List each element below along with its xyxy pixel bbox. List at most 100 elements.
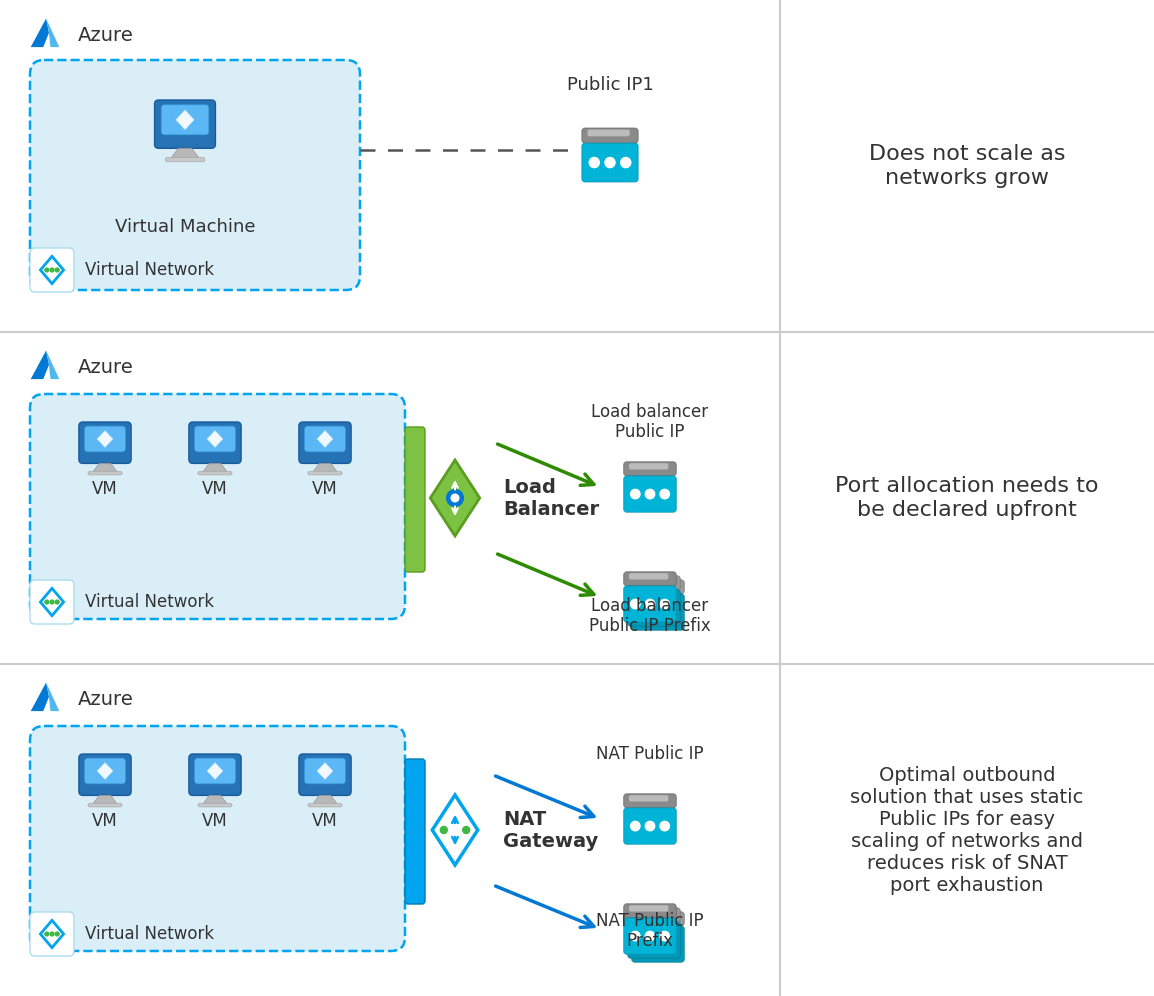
Text: VM: VM (92, 480, 118, 498)
Polygon shape (175, 111, 194, 129)
Polygon shape (430, 460, 480, 536)
Polygon shape (203, 796, 226, 804)
FancyBboxPatch shape (624, 794, 676, 808)
Circle shape (55, 932, 59, 936)
FancyBboxPatch shape (305, 426, 345, 452)
FancyBboxPatch shape (629, 463, 668, 469)
FancyBboxPatch shape (629, 905, 668, 911)
Polygon shape (317, 763, 332, 779)
Polygon shape (97, 763, 113, 779)
FancyBboxPatch shape (629, 574, 668, 580)
Polygon shape (171, 148, 198, 157)
FancyBboxPatch shape (84, 758, 126, 784)
Circle shape (441, 827, 448, 834)
Text: VM: VM (202, 812, 227, 830)
FancyBboxPatch shape (631, 580, 684, 594)
Text: Optimal outbound
solution that uses static
Public IPs for easy
scaling of networ: Optimal outbound solution that uses stat… (850, 766, 1084, 894)
FancyBboxPatch shape (631, 594, 684, 630)
Circle shape (660, 822, 669, 831)
Polygon shape (46, 351, 59, 379)
Circle shape (630, 822, 640, 831)
FancyBboxPatch shape (308, 804, 342, 807)
Circle shape (50, 601, 54, 604)
FancyBboxPatch shape (624, 572, 676, 586)
Circle shape (645, 822, 654, 831)
FancyBboxPatch shape (629, 795, 668, 802)
FancyBboxPatch shape (624, 903, 676, 918)
FancyBboxPatch shape (88, 471, 122, 475)
Circle shape (630, 489, 640, 499)
FancyBboxPatch shape (30, 394, 405, 619)
Text: VM: VM (92, 812, 118, 830)
FancyBboxPatch shape (189, 754, 241, 796)
Text: Virtual Network: Virtual Network (85, 261, 215, 279)
Circle shape (463, 827, 470, 834)
FancyBboxPatch shape (624, 462, 676, 476)
FancyBboxPatch shape (162, 105, 209, 134)
Text: Azure: Azure (78, 689, 134, 708)
Polygon shape (317, 430, 332, 447)
FancyBboxPatch shape (405, 427, 425, 572)
Circle shape (50, 268, 54, 272)
FancyBboxPatch shape (195, 758, 235, 784)
FancyBboxPatch shape (195, 426, 235, 452)
Polygon shape (31, 19, 48, 47)
FancyBboxPatch shape (628, 907, 680, 922)
Circle shape (447, 490, 464, 506)
FancyBboxPatch shape (198, 804, 232, 807)
FancyBboxPatch shape (628, 576, 680, 590)
FancyBboxPatch shape (165, 157, 204, 161)
FancyBboxPatch shape (84, 426, 126, 452)
Text: NAT Public IP: NAT Public IP (597, 745, 704, 763)
Circle shape (45, 932, 48, 936)
Circle shape (621, 157, 631, 167)
Polygon shape (208, 430, 223, 447)
Circle shape (645, 600, 654, 609)
FancyBboxPatch shape (631, 911, 684, 926)
Circle shape (660, 489, 669, 499)
Circle shape (605, 157, 615, 167)
Circle shape (55, 601, 59, 604)
Polygon shape (93, 796, 117, 804)
FancyBboxPatch shape (198, 471, 232, 475)
Text: Azure: Azure (78, 358, 134, 376)
FancyBboxPatch shape (624, 586, 676, 622)
FancyBboxPatch shape (30, 912, 74, 956)
FancyBboxPatch shape (189, 422, 241, 463)
FancyBboxPatch shape (405, 759, 425, 904)
FancyBboxPatch shape (30, 726, 405, 951)
Text: Virtual Network: Virtual Network (85, 925, 215, 943)
Text: Virtual Machine: Virtual Machine (114, 218, 255, 236)
Circle shape (590, 157, 599, 167)
Polygon shape (46, 19, 59, 47)
Text: Port allocation needs to
be declared upfront: Port allocation needs to be declared upf… (835, 476, 1099, 520)
Text: Virtual Network: Virtual Network (85, 593, 215, 611)
Text: Public IP1: Public IP1 (567, 76, 653, 94)
FancyBboxPatch shape (155, 100, 216, 148)
Circle shape (50, 932, 54, 936)
Polygon shape (208, 763, 223, 779)
FancyBboxPatch shape (78, 754, 132, 796)
FancyBboxPatch shape (587, 129, 630, 136)
Circle shape (630, 600, 640, 609)
Circle shape (55, 268, 59, 272)
FancyBboxPatch shape (305, 758, 345, 784)
Polygon shape (313, 796, 337, 804)
Text: VM: VM (202, 480, 227, 498)
Circle shape (45, 601, 48, 604)
FancyBboxPatch shape (624, 476, 676, 512)
Text: Load balancer
Public IP Prefix: Load balancer Public IP Prefix (590, 597, 711, 635)
FancyBboxPatch shape (582, 143, 638, 182)
FancyBboxPatch shape (30, 60, 360, 290)
FancyBboxPatch shape (624, 808, 676, 845)
FancyBboxPatch shape (88, 804, 122, 807)
FancyBboxPatch shape (299, 422, 351, 463)
Text: VM: VM (312, 812, 338, 830)
FancyBboxPatch shape (624, 918, 676, 954)
FancyBboxPatch shape (628, 590, 680, 626)
FancyBboxPatch shape (30, 248, 74, 292)
Polygon shape (97, 430, 113, 447)
Circle shape (45, 268, 48, 272)
Polygon shape (46, 682, 59, 711)
FancyBboxPatch shape (631, 926, 684, 962)
